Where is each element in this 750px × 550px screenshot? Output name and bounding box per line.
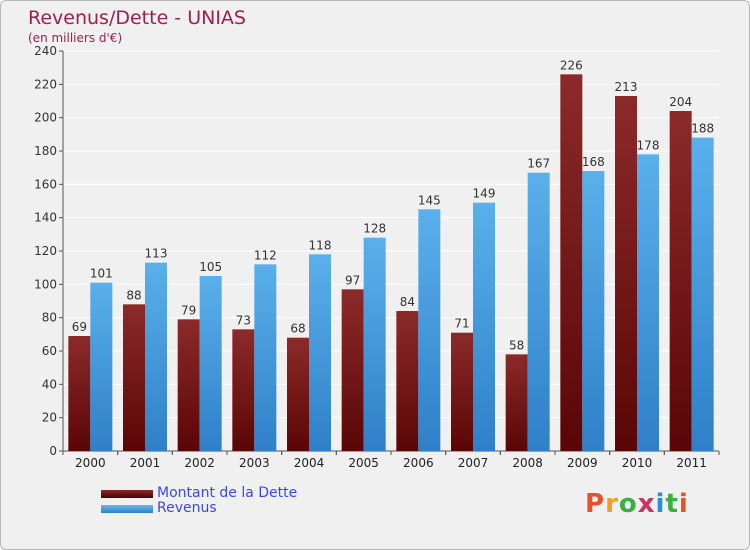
bar-revenue [254, 264, 277, 451]
y-tick-label: 80 [42, 311, 57, 325]
data-label: 145 [418, 193, 441, 207]
bar-revenue [363, 237, 386, 451]
chart-title: Revenus/Dette - UNIAS [28, 7, 246, 29]
chart-subtitle: (en milliers d'€) [28, 31, 123, 45]
legend-label-debt: Montant de la Dette [157, 485, 298, 501]
data-label: 71 [454, 317, 469, 331]
data-label: 88 [126, 288, 141, 302]
data-label: 112 [254, 248, 277, 262]
data-label: 167 [527, 157, 550, 171]
proxiti-logo: Proxiti [585, 489, 689, 519]
y-tick-label: 60 [42, 344, 57, 358]
legend-swatch-revenue [101, 505, 153, 513]
bar-debt [123, 304, 145, 451]
data-label: 128 [363, 222, 386, 236]
bar-debt [232, 329, 255, 451]
y-tick-label: 220 [34, 77, 57, 91]
bar-revenue [199, 276, 222, 451]
y-tick-label: 180 [34, 144, 57, 158]
data-label: 168 [582, 155, 605, 169]
data-label: 149 [473, 187, 496, 201]
bar-revenue [90, 282, 113, 451]
y-tick-label: 100 [34, 277, 57, 291]
x-tick-label: 2000 [75, 456, 106, 470]
data-label: 113 [145, 247, 168, 261]
bar-revenue [418, 209, 441, 451]
bar-debt [669, 111, 692, 451]
y-tick-label: 200 [34, 111, 57, 125]
bar-debt [505, 354, 528, 451]
bar-revenue [637, 154, 659, 452]
x-tick-label: 2002 [184, 456, 215, 470]
bar-revenue [691, 137, 714, 451]
data-label: 73 [236, 313, 251, 327]
legend-swatch-debt [101, 490, 153, 498]
data-label: 97 [345, 273, 360, 287]
legend-label-revenue: Revenus [157, 500, 217, 516]
x-tick-label: 2007 [458, 456, 489, 470]
x-tick-label: 2010 [622, 456, 653, 470]
data-label: 188 [691, 122, 714, 136]
data-label: 69 [72, 320, 87, 334]
x-tick-label: 2008 [512, 456, 543, 470]
logo-letter: t [665, 489, 679, 519]
bar-revenue [145, 262, 167, 451]
data-label: 105 [199, 260, 222, 274]
y-tick-label: 0 [49, 444, 57, 458]
bar-revenue [309, 254, 331, 451]
x-tick-label: 2003 [239, 456, 270, 470]
logo-letter: o [618, 489, 638, 519]
x-tick-label: 2005 [348, 456, 379, 470]
bar-debt [615, 96, 637, 451]
y-tick-label: 160 [34, 177, 57, 191]
logo-letter: r [605, 489, 619, 519]
logo-letter: i [655, 489, 666, 519]
bar-revenue [473, 202, 495, 451]
x-tick-label: 2006 [403, 456, 434, 470]
y-tick-label: 120 [34, 244, 57, 258]
y-tick-label: 20 [42, 411, 57, 425]
bar-debt [287, 337, 309, 451]
bar-debt [451, 332, 473, 451]
logo-letter: P [585, 489, 606, 519]
y-tick-label: 40 [42, 377, 57, 391]
bar-debt [68, 336, 91, 451]
x-tick-label: 2001 [130, 456, 161, 470]
bar-revenue [582, 171, 605, 451]
bar-debt [341, 289, 364, 451]
data-label: 213 [615, 80, 638, 94]
x-tick-label: 2004 [294, 456, 325, 470]
bar-revenue [527, 172, 550, 451]
x-tick-label: 2011 [676, 456, 707, 470]
x-tick-label: 2009 [567, 456, 598, 470]
logo-letter: i [678, 489, 689, 519]
bar-debt [396, 311, 419, 451]
y-tick-label: 140 [34, 211, 57, 225]
bar-debt [560, 74, 583, 451]
data-label: 68 [290, 322, 305, 336]
data-label: 118 [309, 238, 332, 252]
data-label: 226 [560, 58, 583, 72]
data-label: 178 [637, 138, 660, 152]
logo-letter: x [637, 489, 656, 519]
data-label: 204 [669, 95, 692, 109]
data-label: 84 [400, 295, 415, 309]
data-label: 101 [90, 267, 113, 281]
data-label: 58 [509, 338, 524, 352]
bar-debt [177, 319, 200, 451]
y-tick-label: 240 [34, 44, 57, 58]
data-label: 79 [181, 303, 196, 317]
